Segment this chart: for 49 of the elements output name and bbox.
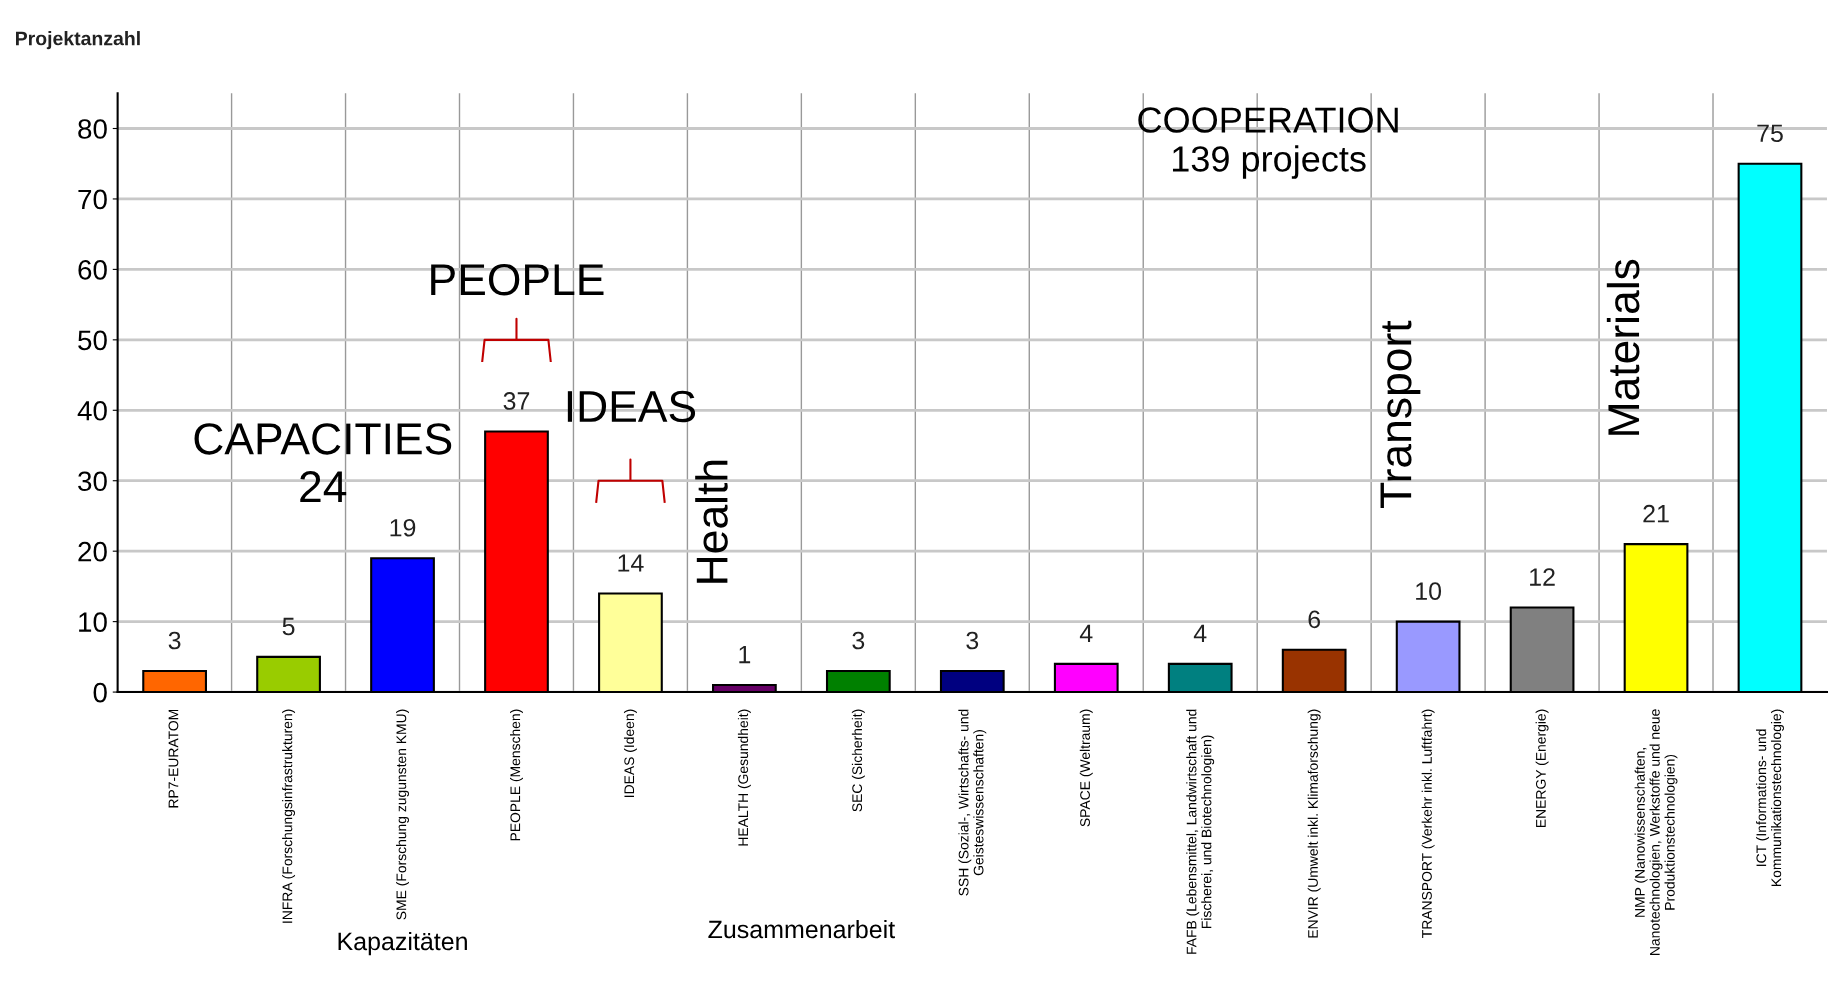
- annotation: PEOPLE: [431, 263, 604, 296]
- y-tick-label: 0: [93, 682, 107, 703]
- x-tick-label: ICT (Informations- und Kommunikationstechnologie): [1756, 709, 1784, 886]
- text: Kapazitäten: [338, 931, 467, 956]
- x-tick-label: PEOPLE (Menschen): [510, 709, 523, 841]
- x-tick-label: IDEAS (Ideen): [623, 709, 637, 797]
- data-label: 37: [503, 392, 530, 410]
- data-label: 75: [1757, 124, 1783, 143]
- data-label: 12: [1530, 568, 1555, 586]
- x-tick-label: SME (Forschung zugunsten KMU): [396, 709, 409, 920]
- x-tick-label: NMP (Nanowissenschaften, Nanotechnologien, Werkstoffe und neue Produktionstechnologien): [1634, 709, 1678, 955]
- annotation: IDEAS: [567, 390, 696, 423]
- x-tick-label: ENERGY (Energie): [1535, 709, 1549, 827]
- x-tick-label: TRANSPORT (Verkehr inkl. Luftfahrt): [1421, 709, 1435, 938]
- x-tick-label: SSH (Sozial-, Wirtschafts- und Geisteswissenschaften): [958, 709, 987, 896]
- data-label: 3: [966, 631, 979, 650]
- x-tick-label: ENVIR (Umwelt inkl. Klimaforschung): [1307, 709, 1321, 938]
- data-label: 3: [852, 631, 865, 650]
- text: Zusammenarbeit: [708, 919, 895, 939]
- y-tick-label: 50: [78, 330, 107, 351]
- y-tick-label: 40: [77, 400, 107, 421]
- annotation: CAPACITIES 24: [194, 423, 452, 503]
- data-label: 10: [1416, 582, 1442, 601]
- x-tick-label: SEC (Sicherheit): [851, 709, 865, 812]
- x-tick-label: FAFB (Lebensmittel, Landwirtschaft und Fischerei, und Biotechnologien): [1186, 709, 1215, 954]
- data-label: 19: [390, 518, 416, 537]
- data-label: 21: [1643, 504, 1669, 523]
- data-label: 4: [1079, 624, 1093, 643]
- data-label: 6: [1308, 610, 1321, 629]
- data-label: 3: [168, 631, 181, 650]
- data-label: 14: [618, 554, 644, 572]
- y-tick-label: 30: [78, 471, 107, 492]
- x-tick-label: INFRA (Forschungsinfrastrukturen): [282, 709, 296, 923]
- y-tick-label: 60: [78, 260, 107, 280]
- annotation: Transport: [1380, 320, 1421, 508]
- y-tick-label: 70: [78, 189, 107, 210]
- annotation: Materials: [1606, 259, 1640, 435]
- y-tick-label: 80: [78, 119, 107, 139]
- x-tick-label: RP7-EURATOM: [168, 709, 179, 808]
- y-tick-label: 10: [79, 612, 107, 632]
- data-label: 1: [739, 645, 751, 664]
- annotation: Health: [695, 460, 728, 583]
- y-axis-title: Projektanzahl: [16, 31, 140, 50]
- data-label: 4: [1193, 624, 1207, 643]
- x-tick-label: HEALTH (Gesundheit): [737, 709, 751, 846]
- annotation: COOPERATION 139 projects: [1138, 107, 1398, 179]
- data-label: 5: [282, 617, 295, 636]
- x-tick-label: SPACE (Weltraum): [1079, 709, 1093, 827]
- y-tick-label: 20: [78, 541, 107, 562]
